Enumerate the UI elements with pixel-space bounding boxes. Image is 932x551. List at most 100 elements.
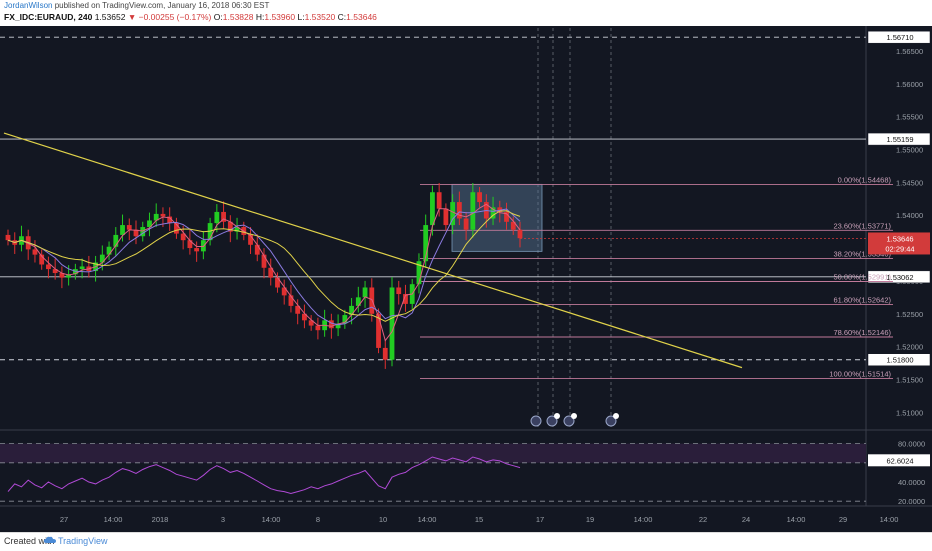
change-arrow-icon: ▼ bbox=[127, 12, 137, 22]
time-tick-label: 8 bbox=[316, 515, 320, 524]
trendline bbox=[3, 132, 743, 369]
candle-body bbox=[443, 208, 449, 226]
high-label: H: bbox=[255, 12, 265, 22]
candle-body bbox=[52, 269, 58, 274]
candle-body bbox=[295, 305, 301, 314]
chart-canvas[interactable]: 1.56500 1.56000 1.55500 1.55000 1.54500 1.540… bbox=[0, 26, 932, 532]
fib-level-label: 23.60%(1.53771) bbox=[833, 221, 891, 230]
candle-body bbox=[32, 249, 38, 255]
publish-line: JordanWilson published on TradingView.co… bbox=[4, 1, 269, 10]
candle-body bbox=[268, 267, 274, 278]
price-tick-label: 1.55500 bbox=[896, 113, 923, 122]
time-tick-label: 10 bbox=[379, 515, 387, 524]
level-price-label: 1.56710 bbox=[886, 33, 913, 42]
candle-body bbox=[275, 277, 280, 288]
fib-level-label: 100.00%(1.51514) bbox=[829, 370, 891, 379]
close-label: C: bbox=[337, 12, 347, 22]
candle-body bbox=[328, 320, 334, 329]
candle-body bbox=[214, 211, 220, 224]
level-price-tag bbox=[867, 132, 931, 146]
candle-body bbox=[490, 207, 496, 219]
author-link[interactable]: JordanWilson bbox=[4, 1, 53, 10]
time-tick-label: 29 bbox=[839, 515, 847, 524]
rsi-tick-label: 80.0000 bbox=[898, 440, 925, 449]
candle-body bbox=[248, 234, 253, 245]
candle-body bbox=[456, 202, 462, 219]
price-tick-label: 1.55000 bbox=[896, 146, 923, 155]
candle-body bbox=[335, 323, 341, 329]
time-tick-label: 24 bbox=[742, 515, 750, 524]
fib-level-label: 61.80%(1.52642) bbox=[833, 295, 891, 304]
candle-body bbox=[153, 213, 159, 221]
candle-body bbox=[106, 246, 112, 255]
level-price-label: 1.55159 bbox=[886, 135, 913, 144]
candle-body bbox=[227, 221, 233, 232]
rsi-band bbox=[0, 443, 866, 463]
candle-body bbox=[167, 216, 173, 224]
candle-body bbox=[342, 315, 348, 324]
candle-body bbox=[470, 192, 476, 230]
candle-body bbox=[46, 264, 51, 270]
candle-body bbox=[234, 227, 240, 232]
candle-body bbox=[174, 223, 179, 234]
rsi-value-tag bbox=[868, 454, 930, 467]
candle-body bbox=[254, 244, 260, 255]
price-tick-label: 1.52500 bbox=[896, 310, 923, 319]
close-value: 1.53646 bbox=[346, 12, 377, 22]
candle-body bbox=[140, 227, 146, 237]
candle-body bbox=[288, 295, 294, 306]
moving-average-line bbox=[7, 208, 521, 326]
time-tick-label: 22 bbox=[699, 515, 707, 524]
price-tick-label: 1.54500 bbox=[896, 178, 923, 187]
candle-body bbox=[39, 254, 45, 265]
candle-body bbox=[403, 294, 408, 304]
candle-body bbox=[79, 266, 85, 270]
chart-header: JordanWilson published on TradingView.co… bbox=[0, 0, 932, 26]
candle-body bbox=[423, 225, 429, 262]
economic-event-icon bbox=[605, 415, 617, 427]
candle-body bbox=[396, 287, 402, 295]
candle-body bbox=[99, 254, 105, 263]
event-count-badge bbox=[613, 413, 619, 419]
candle-body bbox=[463, 218, 469, 230]
price-tick-label: 1.54000 bbox=[896, 211, 923, 220]
rsi-value-label: 62.6024 bbox=[886, 456, 913, 465]
candle-body bbox=[308, 320, 314, 326]
price-tick-label: 1.52000 bbox=[896, 343, 923, 352]
candle-body bbox=[382, 347, 388, 360]
moving-average-line bbox=[7, 203, 521, 342]
event-count-badge bbox=[571, 413, 577, 419]
ohlc-line: FX_IDC:EURAUD, 240 1.53652 ▼ −0.00255 (−… bbox=[4, 12, 377, 22]
candle-body bbox=[315, 325, 321, 331]
candle-body bbox=[5, 234, 11, 241]
candle-body bbox=[362, 287, 368, 298]
candle-body bbox=[120, 225, 125, 235]
time-tick-label: 14:00 bbox=[104, 515, 123, 524]
time-tick-label: 19 bbox=[586, 515, 594, 524]
current-price-tag bbox=[868, 232, 930, 255]
candle-body bbox=[416, 261, 422, 285]
candle-body bbox=[450, 202, 456, 226]
candle-body bbox=[147, 220, 152, 228]
candle-body bbox=[187, 240, 193, 249]
consolidation-box bbox=[451, 183, 543, 252]
created-with-label: Created with bbox=[4, 536, 55, 546]
economic-event-icon bbox=[546, 415, 558, 427]
chart-area[interactable]: 1.56500 1.56000 1.55500 1.55000 1.54500 1.540… bbox=[0, 26, 932, 532]
candle-body bbox=[376, 313, 381, 348]
candle-body bbox=[436, 192, 442, 209]
level-price-label: 1.51800 bbox=[886, 356, 913, 365]
time-tick-label: 14:00 bbox=[418, 515, 437, 524]
price-tick-label: 1.56000 bbox=[896, 80, 923, 89]
economic-event-icon bbox=[530, 415, 542, 427]
candle-body bbox=[133, 229, 139, 237]
symbol-label[interactable]: FX_IDC:EURAUD, 240 bbox=[4, 12, 93, 22]
time-tick-label: 3 bbox=[221, 515, 225, 524]
candle-body bbox=[194, 248, 200, 252]
level-price-tag bbox=[867, 30, 931, 44]
tradingview-cloud-icon bbox=[44, 536, 56, 543]
high-value: 1.53960 bbox=[264, 12, 296, 22]
tradingview-brand-link[interactable]: TradingView bbox=[58, 536, 108, 546]
countdown-label: 02:29:44 bbox=[885, 244, 914, 253]
candle-body bbox=[180, 233, 186, 241]
